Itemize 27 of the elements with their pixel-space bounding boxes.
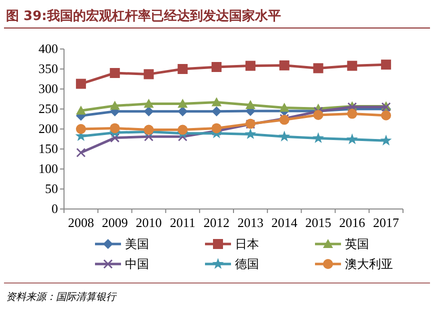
x-tick-label: 2009 [102,215,128,230]
y-tick-label: 100 [38,161,58,176]
y-tick-label: 50 [45,181,58,196]
legend-label: 中国 [125,257,149,271]
legend-label: 日本 [235,237,259,251]
y-tick-label: 400 [38,41,58,56]
legend-label: 德国 [235,257,259,271]
x-tick-label: 2011 [170,215,196,230]
y-tick-label: 300 [38,81,58,96]
y-tick-label: 350 [38,61,58,76]
y-tick-label: 150 [38,141,58,156]
x-tick-label: 2017 [373,215,400,230]
x-tick-label: 2012 [204,215,230,230]
text: 资料来源：国际清算银行 [6,291,117,303]
y-tick-label: 250 [38,101,58,116]
legend-label: 美国 [125,237,149,251]
x-tick-label: 2008 [68,215,94,230]
x-tick-label: 2016 [339,215,366,230]
y-tick-label: 200 [38,121,58,136]
legend-label: 英国 [345,237,369,251]
x-tick-label: 2010 [136,215,162,230]
x-tick-label: 2014 [271,215,298,230]
y-tick-label: 0 [52,201,58,216]
chart-title: 图 39:我国的宏观杠杆率已经达到发达国家水平 [6,8,281,24]
x-tick-label: 2015 [305,215,332,230]
legend-label: 澳大利亚 [345,257,393,271]
x-tick-label: 2013 [237,215,264,230]
